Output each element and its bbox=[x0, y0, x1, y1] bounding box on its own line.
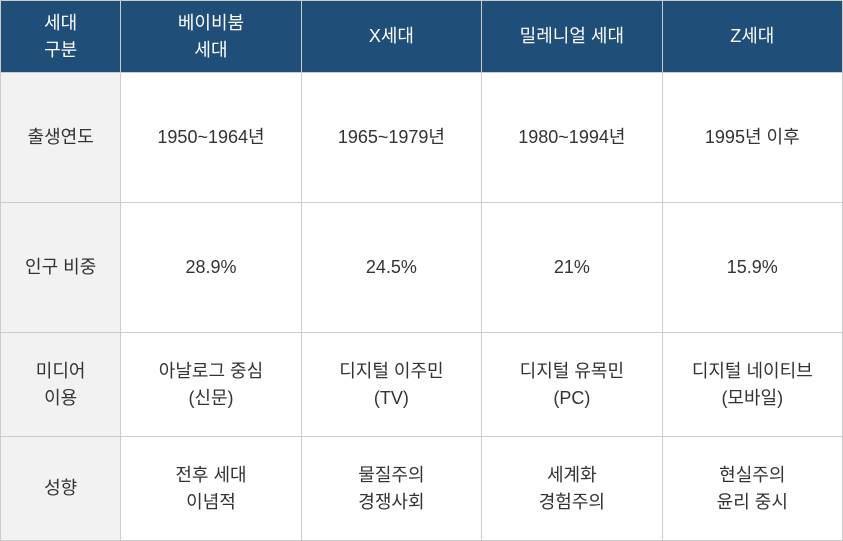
cell-media-babyboom: 아날로그 중심 (신문) bbox=[121, 333, 301, 437]
cell-text: (신문) bbox=[125, 385, 296, 412]
cell-tend-genx: 물질주의 경쟁사회 bbox=[301, 437, 481, 541]
header-text: 베이비붐 bbox=[125, 10, 296, 37]
cell-media-millennial: 디지털 유목민 (PC) bbox=[482, 333, 662, 437]
cell-text: (TV) bbox=[306, 385, 477, 412]
cell-text: 경험주의 bbox=[486, 489, 657, 516]
header-millennial: 밀레니얼 세대 bbox=[482, 1, 662, 73]
header-gen-x: X세대 bbox=[301, 1, 481, 73]
row-media: 미디어 이용 아날로그 중심 (신문) 디지털 이주민 (TV) 디지털 유목민… bbox=[1, 333, 843, 437]
header-babyboom: 베이비붐 세대 bbox=[121, 1, 301, 73]
row-label-birth-year: 출생연도 bbox=[1, 73, 121, 203]
cell-text: 경쟁사회 bbox=[306, 489, 477, 516]
cell-birth-babyboom: 1950~1964년 bbox=[121, 73, 301, 203]
cell-text: 전후 세대 bbox=[125, 462, 296, 489]
header-gen-z: Z세대 bbox=[662, 1, 842, 73]
cell-text: 디지털 이주민 bbox=[306, 358, 477, 385]
cell-text: (모바일) bbox=[667, 385, 838, 412]
cell-birth-genz: 1995년 이후 bbox=[662, 73, 842, 203]
cell-media-genx: 디지털 이주민 (TV) bbox=[301, 333, 481, 437]
cell-text: 현실주의 bbox=[667, 462, 838, 489]
header-text: 세대 bbox=[125, 37, 296, 64]
row-label-media: 미디어 이용 bbox=[1, 333, 121, 437]
cell-text: (PC) bbox=[486, 385, 657, 412]
row-tendency: 성향 전후 세대 이념적 물질주의 경쟁사회 세계화 경험주의 현실주의 윤리 … bbox=[1, 437, 843, 541]
row-label-tendency: 성향 bbox=[1, 437, 121, 541]
header-text: X세대 bbox=[369, 26, 414, 46]
row-label-population: 인구 비중 bbox=[1, 203, 121, 333]
label-text: 이용 bbox=[5, 385, 116, 412]
cell-pop-genz: 15.9% bbox=[662, 203, 842, 333]
cell-text: 디지털 네이티브 bbox=[667, 358, 838, 385]
row-population: 인구 비중 28.9% 24.5% 21% 15.9% bbox=[1, 203, 843, 333]
label-text: 미디어 bbox=[5, 358, 116, 385]
cell-text: 디지털 유목민 bbox=[486, 358, 657, 385]
header-text: 밀레니얼 세대 bbox=[520, 26, 624, 46]
cell-tend-babyboom: 전후 세대 이념적 bbox=[121, 437, 301, 541]
cell-pop-babyboom: 28.9% bbox=[121, 203, 301, 333]
cell-birth-millennial: 1980~1994년 bbox=[482, 73, 662, 203]
cell-text: 아날로그 중심 bbox=[125, 358, 296, 385]
header-generation-category: 세대 구분 bbox=[1, 1, 121, 73]
cell-pop-millennial: 21% bbox=[482, 203, 662, 333]
cell-media-genz: 디지털 네이티브 (모바일) bbox=[662, 333, 842, 437]
cell-birth-genx: 1965~1979년 bbox=[301, 73, 481, 203]
cell-text: 물질주의 bbox=[306, 462, 477, 489]
cell-text: 세계화 bbox=[486, 462, 657, 489]
header-text: 세대 bbox=[5, 10, 116, 37]
cell-tend-millennial: 세계화 경험주의 bbox=[482, 437, 662, 541]
cell-text: 윤리 중시 bbox=[667, 489, 838, 516]
cell-text: 이념적 bbox=[125, 489, 296, 516]
cell-pop-genx: 24.5% bbox=[301, 203, 481, 333]
header-row: 세대 구분 베이비붐 세대 X세대 밀레니얼 세대 Z세대 bbox=[1, 1, 843, 73]
header-text: Z세대 bbox=[730, 26, 774, 46]
row-birth-year: 출생연도 1950~1964년 1965~1979년 1980~1994년 19… bbox=[1, 73, 843, 203]
generation-comparison-table: 세대 구분 베이비붐 세대 X세대 밀레니얼 세대 Z세대 출생연도 1950~… bbox=[0, 0, 843, 541]
header-text: 구분 bbox=[5, 37, 116, 64]
cell-tend-genz: 현실주의 윤리 중시 bbox=[662, 437, 842, 541]
